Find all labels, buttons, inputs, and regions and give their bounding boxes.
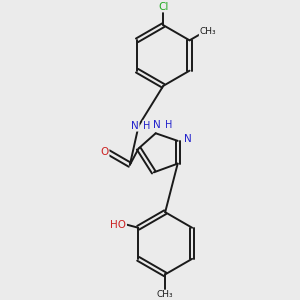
Text: CH₃: CH₃ <box>157 290 173 299</box>
Text: O: O <box>100 147 109 157</box>
Text: N: N <box>153 120 160 130</box>
Text: H: H <box>165 120 173 130</box>
Text: N: N <box>131 121 139 131</box>
Text: CH₃: CH₃ <box>200 27 216 36</box>
Text: N: N <box>184 134 192 144</box>
Text: Cl: Cl <box>158 2 169 12</box>
Text: H: H <box>143 121 151 131</box>
Text: HO: HO <box>110 220 126 230</box>
